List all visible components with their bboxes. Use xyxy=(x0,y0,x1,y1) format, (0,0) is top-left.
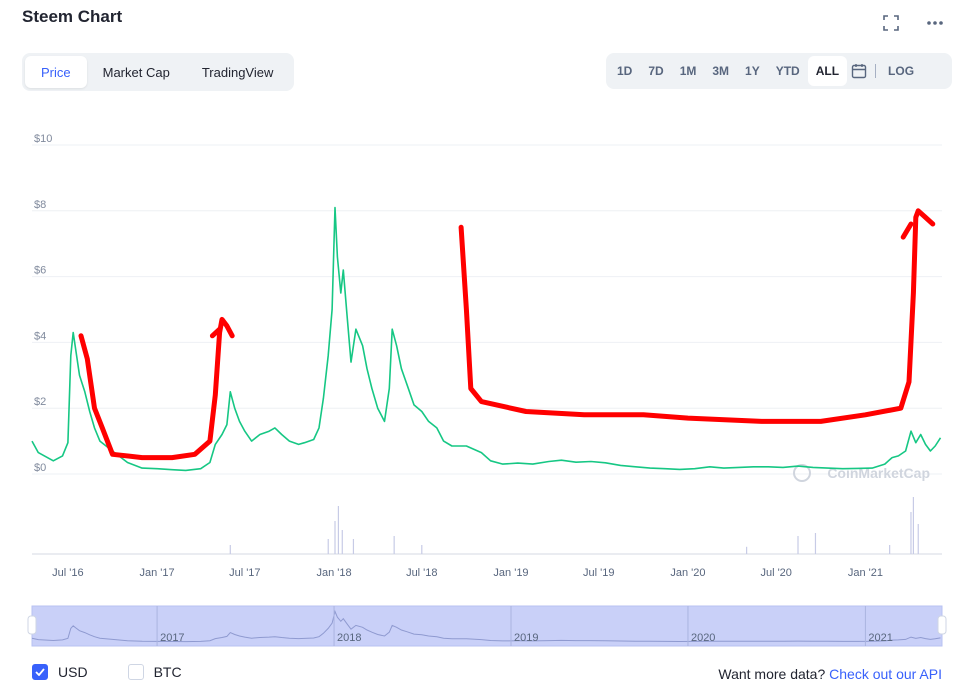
range-all[interactable]: ALL xyxy=(807,56,848,86)
range-3m[interactable]: 3M xyxy=(712,64,730,78)
y-tick-label: $0 xyxy=(34,462,46,474)
btc-checkbox[interactable] xyxy=(127,664,144,680)
more-options-icon[interactable] xyxy=(926,14,944,32)
tab-tradingview[interactable]: TradingView xyxy=(201,64,274,80)
x-tick-label: Jul '17 xyxy=(229,567,260,579)
btc-label: BTC xyxy=(153,664,182,680)
price-chart: $0 $2 $4 $6 $8 $10 Jul '16 Jan '17 Jul '17 Jan '1… xyxy=(27,133,947,647)
y-tick-label: $8 xyxy=(34,199,46,211)
x-tick-label: Jan '21 xyxy=(848,567,883,579)
navigator-right-handle[interactable] xyxy=(937,615,947,635)
y-tick-label: $2 xyxy=(34,396,46,408)
usd-label: USD xyxy=(58,664,88,680)
usd-checkbox[interactable] xyxy=(32,664,48,680)
x-tick-label: Jul '16 xyxy=(52,567,83,579)
red-annotation-stroke xyxy=(78,316,235,461)
y-tick-label: $6 xyxy=(34,265,46,277)
range-1m[interactable]: 1M xyxy=(679,64,697,78)
chart-type-tabs: Price Market Cap TradingView xyxy=(22,53,294,91)
watermark-label: CoinMarketCap xyxy=(827,465,930,481)
range-1d[interactable]: 1D xyxy=(617,64,633,78)
x-tick-label: Jul '18 xyxy=(406,567,437,579)
x-tick-label: Jan '17 xyxy=(140,567,175,579)
api-link[interactable]: Check out our API xyxy=(829,666,942,682)
y-tick-label: $10 xyxy=(34,133,52,145)
range-7d[interactable]: 7D xyxy=(648,64,664,78)
x-tick-label: Jan '19 xyxy=(493,567,528,579)
x-tick-label: Jan '18 xyxy=(316,567,351,579)
navigator-line xyxy=(31,609,941,643)
log-scale-toggle[interactable]: LOG xyxy=(888,64,915,78)
range-1y[interactable]: 1Y xyxy=(745,64,760,78)
range-ytd[interactable]: YTD xyxy=(775,64,800,78)
navigator-year-label: 2018 xyxy=(337,632,361,644)
x-tick-label: Jul '19 xyxy=(583,567,614,579)
navigator-year-label: 2019 xyxy=(514,632,538,644)
x-tick-label: Jan '20 xyxy=(670,567,705,579)
red-annotation-stroke xyxy=(209,326,223,339)
navigator-left-handle[interactable] xyxy=(27,615,37,635)
tab-price[interactable]: Price xyxy=(25,56,87,88)
more-data-note: Want more data? Check out our API xyxy=(718,666,942,682)
coinmarketcap-logo-icon xyxy=(793,464,811,482)
navigator-year-label: 2020 xyxy=(691,632,715,644)
price-line xyxy=(31,206,942,472)
navigator-year-label: 2021 xyxy=(868,632,892,644)
page-title: Steem Chart xyxy=(22,7,123,26)
x-tick-label: Jul '20 xyxy=(760,567,791,579)
fullscreen-icon[interactable] xyxy=(882,14,900,32)
calendar-icon[interactable] xyxy=(847,63,871,79)
red-annotation-stroke xyxy=(900,221,914,240)
more-data-text: Want more data? xyxy=(718,666,826,682)
navigator-year-label: 2017 xyxy=(160,632,184,644)
range-navigator xyxy=(31,605,943,647)
red-annotation-stroke xyxy=(458,208,936,424)
time-range-selector: 1D 7D 1M 3M 1Y YTD ALL LOG xyxy=(606,53,952,89)
y-tick-label: $4 xyxy=(34,330,46,342)
tab-market-cap[interactable]: Market Cap xyxy=(102,64,170,80)
range-divider xyxy=(875,64,877,78)
